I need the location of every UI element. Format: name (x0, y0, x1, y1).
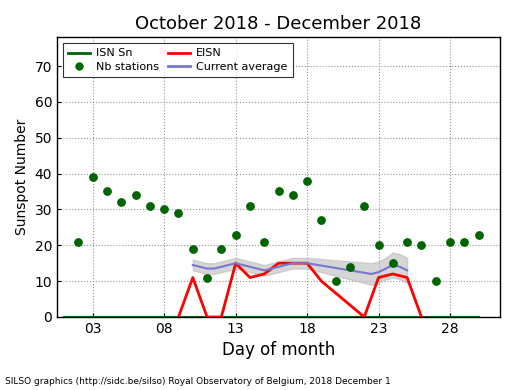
Point (346, 264, 354, 270)
Point (175, 210, 183, 216)
Point (389, 260, 397, 266)
Point (188, 246, 197, 252)
Point (89, 174, 97, 180)
Point (146, 203, 154, 209)
Point (232, 231, 240, 238)
Point (374, 242, 383, 248)
Legend: ISN Sn, Nb stations, EISN, Current average: ISN Sn, Nb stations, EISN, Current avera… (63, 43, 293, 77)
Point (317, 217, 325, 223)
Point (432, 278, 440, 284)
Point (303, 177, 311, 184)
Point (203, 275, 211, 281)
Point (474, 231, 483, 238)
Point (417, 242, 425, 248)
Point (103, 188, 111, 195)
Point (217, 246, 226, 252)
Point (117, 199, 126, 206)
Point (403, 239, 411, 245)
Point (260, 239, 268, 245)
Title: October 2018 - December 2018: October 2018 - December 2018 (135, 15, 422, 33)
Text: SILSO graphics (http://sidc.be/silso) Royal Observatory of Belgium, 2018 Decembe: SILSO graphics (http://sidc.be/silso) Ro… (5, 377, 391, 386)
Point (360, 203, 368, 209)
Point (160, 206, 168, 213)
X-axis label: Day of month: Day of month (222, 341, 335, 360)
Point (332, 278, 340, 284)
Point (274, 188, 283, 195)
Y-axis label: Sunspot Number: Sunspot Number (15, 119, 29, 235)
Point (74, 239, 82, 245)
Point (246, 203, 254, 209)
Point (131, 192, 140, 198)
Point (446, 239, 454, 245)
Point (460, 239, 469, 245)
Point (289, 192, 297, 198)
